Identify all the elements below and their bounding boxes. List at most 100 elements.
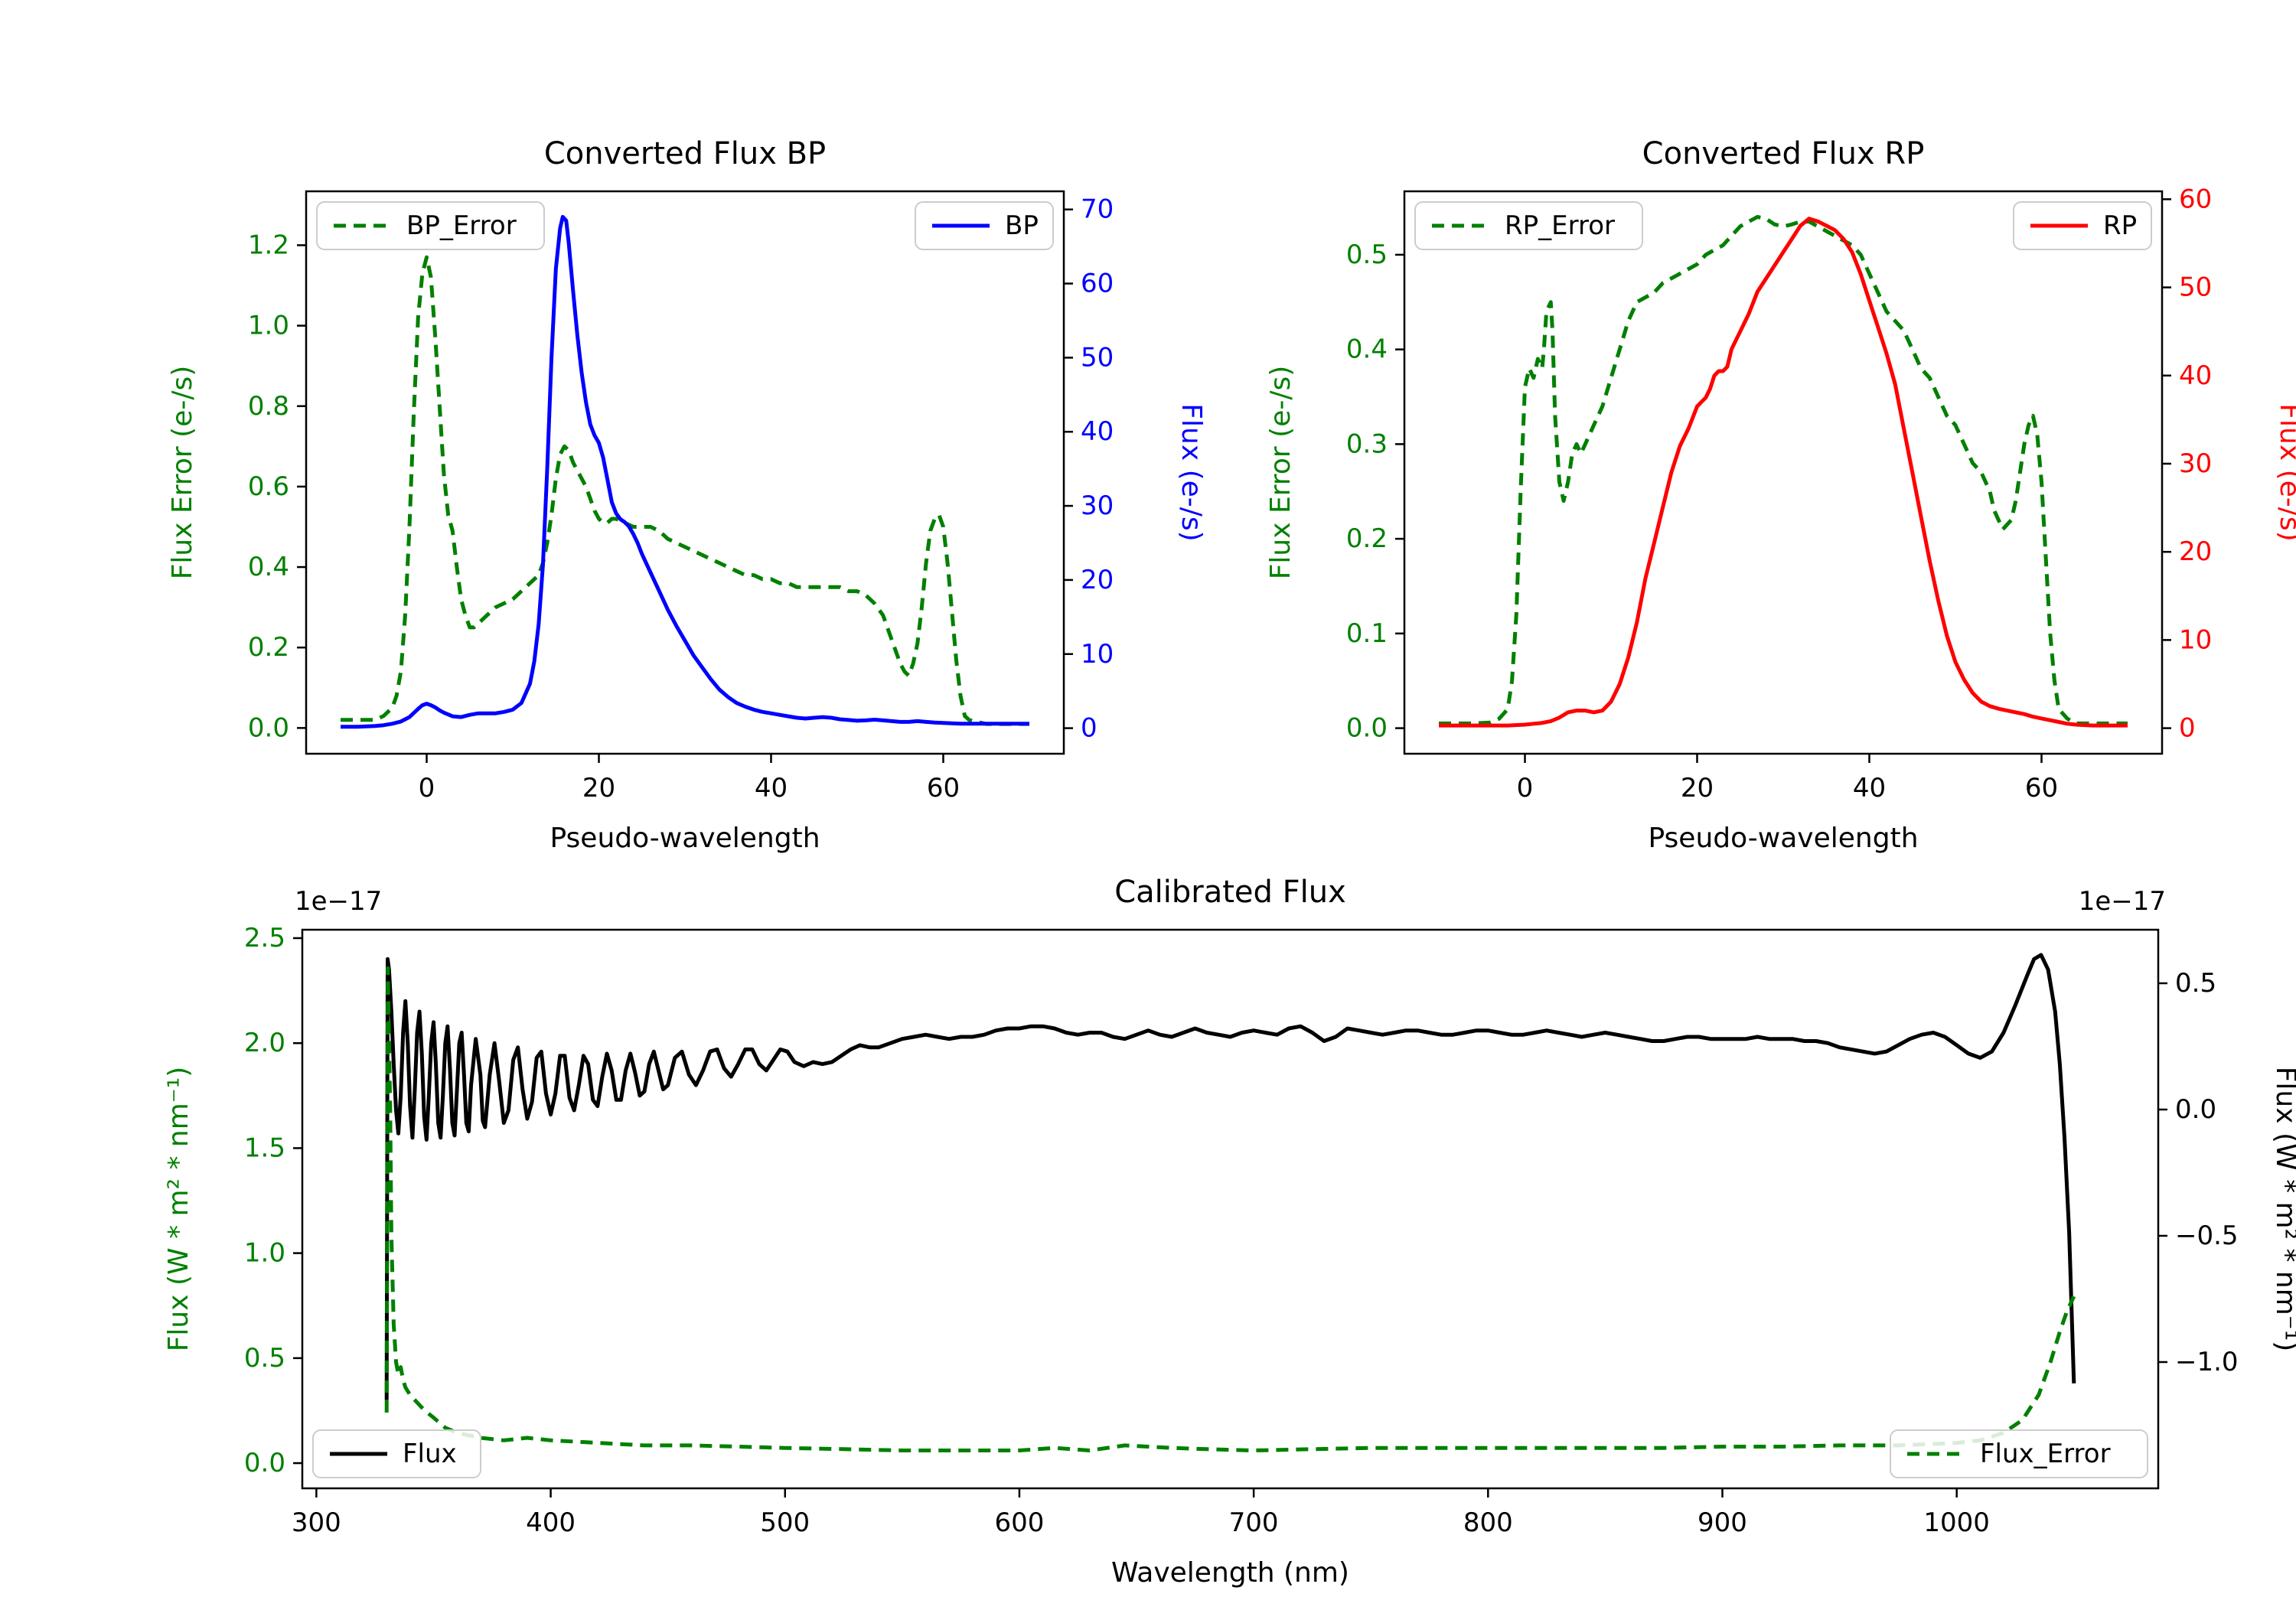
y-axis-right: 0.5 0.0 −0.5 −1.0 Flux (W * m² * nm⁻¹)	[2158, 968, 2296, 1377]
x-tick-label: 1000	[1923, 1507, 1990, 1538]
x-axis-label: Wavelength (nm)	[1111, 1557, 1349, 1589]
y-tick-label: 0.1	[1346, 618, 1388, 649]
legend-label: BP_Error	[406, 210, 517, 241]
legend-flux: Flux	[312, 1429, 481, 1478]
y-axis-left: 0.0 0.5 1.0 1.5 2.0 2.5 Flux (W * m² * nm⁻¹)	[163, 923, 302, 1478]
y-axis-left: 0.0 0.2 0.4 0.6 0.8 1.0 1.2 Flux Error (e-/s)	[167, 230, 306, 743]
y-tick-label: 0.0	[248, 712, 289, 743]
chart-title: Converted Flux BP	[544, 136, 826, 171]
x-axis-label: Pseudo-wavelength	[550, 823, 820, 854]
y-tick-label: 50	[2179, 272, 2212, 303]
axes-spines	[1403, 190, 2164, 755]
chart-title: Calibrated Flux	[1114, 875, 1346, 910]
y-tick-label: 30	[2179, 448, 2212, 479]
legend-label: BP	[1005, 210, 1039, 241]
y-axis-right-label: Flux (e-/s)	[1176, 403, 1207, 541]
y-tick-label: 1.2	[248, 230, 289, 260]
y-tick-label: 40	[1081, 416, 1114, 447]
axes-spines	[301, 928, 2160, 1490]
x-axis: 300 400 500 600 700 800 900 1000 Wavelength (nm)	[292, 1488, 1990, 1589]
y-tick-label: 0.2	[1346, 523, 1388, 554]
y-tick-label: 0.4	[248, 552, 289, 582]
legend-bp_error: BP_Error	[316, 201, 545, 250]
offset-text-right: 1e−17	[2079, 886, 2166, 917]
y-tick-label: 0.5	[2175, 968, 2216, 999]
y-tick-label: 10	[1081, 639, 1114, 670]
legend-frame	[1890, 1429, 2148, 1478]
y-axis-right-label: Flux (W * m² * nm⁻¹)	[2270, 1067, 2296, 1352]
y-tick-label: −0.5	[2175, 1221, 2239, 1251]
y-tick-label: 1.0	[248, 311, 289, 341]
y-tick-label: 0.2	[248, 632, 289, 663]
legend-label: Flux	[403, 1439, 457, 1469]
y-tick-label: 1.0	[244, 1238, 285, 1269]
chart-bp: 0 20 40 60 Pseudo-wavelength 0.0 0.2 0.4 0.6 0.8 1…	[167, 136, 1207, 854]
series-group	[1439, 214, 2128, 728]
rp-line	[1439, 217, 2128, 728]
series-group	[384, 953, 2076, 1452]
y-tick-label: 0.0	[2175, 1094, 2216, 1125]
series-group	[341, 214, 1029, 729]
y-tick-label: 0.0	[1346, 713, 1388, 744]
x-tick-label: 60	[927, 773, 960, 803]
x-axis-label: Pseudo-wavelength	[1648, 823, 1918, 854]
y-axis-right: 0 10 20 30 40 50 60 Flux (e-/s)	[2162, 184, 2296, 744]
y-tick-label: 10	[2179, 624, 2212, 655]
y-tick-label: 60	[2179, 184, 2212, 214]
x-tick-label: 20	[582, 773, 615, 803]
legend-frame	[312, 1429, 481, 1478]
bp_error-line	[341, 255, 1029, 726]
x-tick-label: 300	[292, 1507, 341, 1538]
flux_error-line	[384, 966, 2076, 1452]
x-axis: 0 20 40 60 Pseudo-wavelength	[1517, 754, 2058, 854]
flux-line	[384, 953, 2076, 1400]
y-tick-label: 20	[2179, 536, 2212, 567]
x-tick-label: 20	[1681, 773, 1714, 803]
y-tick-label: 50	[1081, 342, 1114, 373]
y-tick-label: 0.0	[244, 1448, 285, 1478]
y-axis-left: 0.0 0.1 0.2 0.3 0.4 0.5 Flux Error (e-/s)	[1265, 240, 1404, 744]
legend-label: Flux_Error	[1980, 1439, 2111, 1469]
x-tick-label: 40	[1853, 773, 1886, 803]
chart-rp: 0 20 40 60Pseudo-wavelength0.00.10.20.30.40…	[1265, 136, 2296, 854]
y-tick-label: 0.5	[244, 1343, 285, 1374]
y-tick-label: 0.3	[1346, 429, 1388, 459]
y-tick-label: 0.6	[248, 471, 289, 502]
legend-flux_error: Flux_Error	[1890, 1429, 2148, 1478]
rp_error-line	[1439, 214, 2128, 725]
y-tick-label: 0.5	[1346, 240, 1388, 270]
y-axis-right-label: Flux (e-/s)	[2274, 403, 2296, 541]
x-tick-label: 800	[1463, 1507, 1513, 1538]
y-tick-label: 70	[1081, 194, 1114, 225]
x-axis: 0 20 40 60 Pseudo-wavelength	[419, 754, 960, 854]
y-tick-label: 60	[1081, 269, 1114, 299]
x-tick-label: 40	[755, 773, 788, 803]
x-tick-label: 0	[419, 773, 435, 803]
legend-bp: BP	[915, 201, 1054, 250]
offset-text-left: 1e−17	[295, 886, 382, 917]
y-tick-label: 30	[1081, 490, 1114, 521]
chart-calibrated: 300 400 500 600 700 800 900 1000 Wavelength (nm)…	[163, 875, 2296, 1589]
axes-spines	[305, 190, 1065, 755]
y-axis-left-label: Flux Error (e-/s)	[1265, 366, 1296, 580]
legend-rp: RP	[2013, 201, 2152, 250]
y-tick-label: 2.0	[244, 1028, 285, 1058]
y-axis-left-label: Flux (W * m² * nm⁻¹)	[163, 1067, 194, 1352]
y-tick-label: 0	[1081, 713, 1097, 744]
y-axis-right: 0 10 20 30 40 50 60 70 Flux (e-/s)	[1064, 194, 1207, 744]
y-axis-left-label: Flux Error (e-/s)	[167, 366, 198, 580]
x-tick-label: 700	[1229, 1507, 1279, 1538]
legend-label: RP_Error	[1505, 210, 1615, 241]
x-tick-label: 0	[1517, 773, 1534, 803]
y-tick-label: 2.5	[244, 923, 285, 953]
bp-line	[341, 214, 1029, 729]
y-tick-label: 40	[2179, 360, 2212, 391]
chart-title: Converted Flux RP	[1642, 136, 1925, 171]
x-tick-label: 500	[760, 1507, 810, 1538]
y-tick-label: 1.5	[244, 1133, 285, 1163]
x-tick-label: 600	[994, 1507, 1044, 1538]
x-tick-label: 900	[1698, 1507, 1747, 1538]
y-tick-label: 20	[1081, 565, 1114, 595]
y-tick-label: −1.0	[2175, 1347, 2239, 1377]
